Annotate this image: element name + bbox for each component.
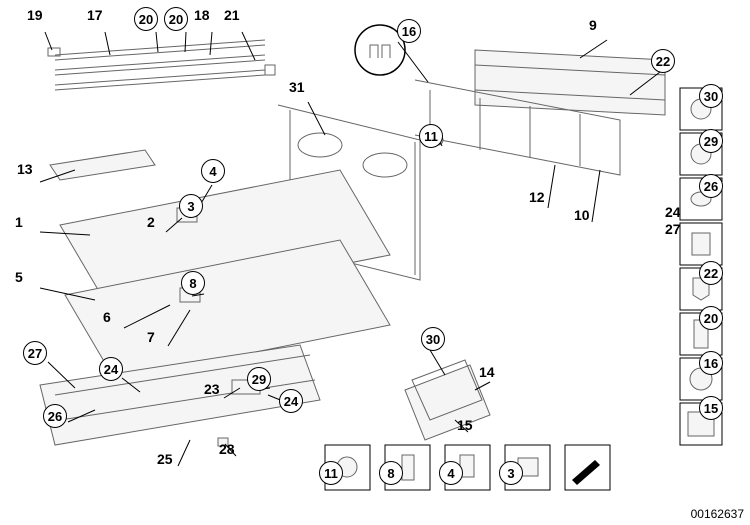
callout-15: 15 <box>457 417 473 433</box>
callout-label: 13 <box>17 161 33 177</box>
callout-16: 16 <box>397 19 421 43</box>
callout-4: 4 <box>439 461 463 485</box>
callout-label: 30 <box>699 84 723 108</box>
callout-label: 10 <box>574 207 590 223</box>
callout-label: 20 <box>164 7 188 31</box>
callout-label: 27 <box>665 221 681 237</box>
callout-2: 2 <box>147 214 155 230</box>
callout-label: 29 <box>699 129 723 153</box>
callout-20: 20 <box>164 7 188 31</box>
callout-label: 12 <box>529 189 545 205</box>
callout-18: 18 <box>194 7 210 23</box>
callout-23: 23 <box>204 381 220 397</box>
callout-19: 19 <box>27 7 43 23</box>
callout-29: 29 <box>247 367 271 391</box>
callout-16: 16 <box>699 351 723 375</box>
callout-label: 8 <box>379 461 403 485</box>
callout-21: 21 <box>224 7 240 23</box>
callout-12: 12 <box>529 189 545 205</box>
callout-30: 30 <box>421 327 445 351</box>
callout-14: 14 <box>479 364 495 380</box>
callout-24: 24 <box>665 204 681 220</box>
callout-label: 8 <box>181 271 205 295</box>
callout-1: 1 <box>15 214 23 230</box>
callout-label: 22 <box>651 49 675 73</box>
callout-24: 24 <box>99 357 123 381</box>
callout-29: 29 <box>699 129 723 153</box>
callout-27: 27 <box>665 221 681 237</box>
callout-label: 4 <box>201 159 225 183</box>
diagram-svg <box>0 0 750 525</box>
callout-label: 27 <box>23 341 47 365</box>
callout-label: 25 <box>157 451 173 467</box>
callout-7: 7 <box>147 329 155 345</box>
callout-label: 20 <box>134 7 158 31</box>
callout-label: 7 <box>147 329 155 345</box>
diagram-id: 00162637 <box>691 507 744 521</box>
callout-label: 24 <box>99 357 123 381</box>
callout-8: 8 <box>379 461 403 485</box>
callout-label: 3 <box>499 461 523 485</box>
callout-label: 29 <box>247 367 271 391</box>
callout-6: 6 <box>103 309 111 325</box>
callout-3: 3 <box>499 461 523 485</box>
callout-30: 30 <box>699 84 723 108</box>
callout-5: 5 <box>15 269 23 285</box>
callout-label: 20 <box>699 306 723 330</box>
callout-13: 13 <box>17 161 33 177</box>
callout-label: 26 <box>699 174 723 198</box>
callout-22: 22 <box>651 49 675 73</box>
callout-15: 15 <box>699 396 723 420</box>
callout-label: 11 <box>419 124 443 148</box>
callout-26: 26 <box>43 404 67 428</box>
callout-label: 1 <box>15 214 23 230</box>
callout-31: 31 <box>289 79 305 95</box>
callout-20: 20 <box>134 7 158 31</box>
callout-24: 24 <box>279 389 303 413</box>
callout-label: 9 <box>589 17 597 33</box>
callout-label: 28 <box>219 441 235 457</box>
callout-label: 31 <box>289 79 305 95</box>
callout-27: 27 <box>23 341 47 365</box>
callout-11: 11 <box>319 461 343 485</box>
callout-label: 24 <box>279 389 303 413</box>
callout-label: 17 <box>87 7 103 23</box>
callout-label: 15 <box>457 417 473 433</box>
callout-10: 10 <box>574 207 590 223</box>
callout-22: 22 <box>699 261 723 285</box>
callout-11: 11 <box>419 124 443 148</box>
callout-label: 2 <box>147 214 155 230</box>
callout-8: 8 <box>181 271 205 295</box>
callout-28: 28 <box>219 441 235 457</box>
callout-label: 16 <box>397 19 421 43</box>
callout-label: 5 <box>15 269 23 285</box>
callout-label: 22 <box>699 261 723 285</box>
callout-label: 3 <box>179 194 203 218</box>
callout-26: 26 <box>699 174 723 198</box>
callout-label: 6 <box>103 309 111 325</box>
callout-label: 21 <box>224 7 240 23</box>
callout-20: 20 <box>699 306 723 330</box>
callout-label: 14 <box>479 364 495 380</box>
callout-label: 11 <box>319 461 343 485</box>
callout-label: 18 <box>194 7 210 23</box>
callout-label: 4 <box>439 461 463 485</box>
callout-4: 4 <box>201 159 225 183</box>
diagram-container: 1917202018211692231302926242722201615134… <box>0 0 750 525</box>
callout-9: 9 <box>589 17 597 33</box>
callout-label: 30 <box>421 327 445 351</box>
callout-label: 23 <box>204 381 220 397</box>
callout-label: 16 <box>699 351 723 375</box>
callout-label: 24 <box>665 204 681 220</box>
callout-25: 25 <box>157 451 173 467</box>
callout-label: 15 <box>699 396 723 420</box>
callout-label: 19 <box>27 7 43 23</box>
callout-label: 26 <box>43 404 67 428</box>
callout-3: 3 <box>179 194 203 218</box>
callout-17: 17 <box>87 7 103 23</box>
